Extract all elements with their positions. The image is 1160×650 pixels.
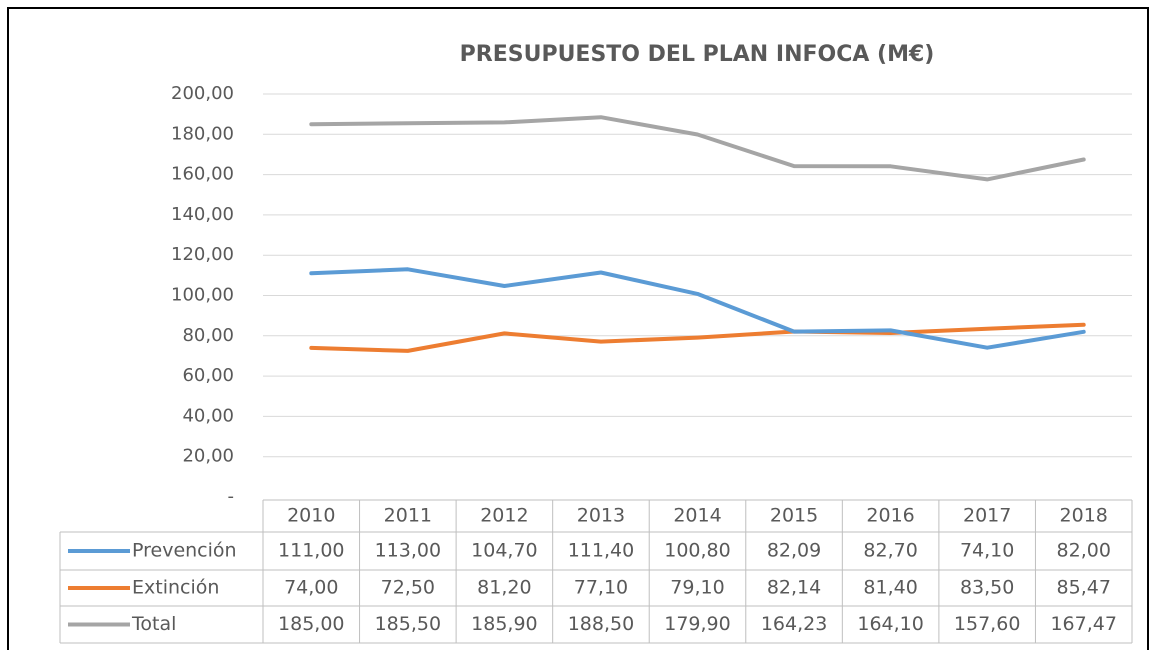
line-series [309,115,1086,182]
data-label: 167,47 [1050,613,1116,635]
y-tick-label: 40,00 [182,405,234,426]
chart-title: PRESUPUESTO DEL PLAN INFOCA (M€) [460,42,935,67]
data-label: 81,20 [477,577,531,599]
data-label: 81,40 [863,577,917,599]
data-label: 100,80 [664,540,730,562]
x-tick-label: 2010 [287,505,335,527]
y-tick-label: - [228,486,235,507]
frame [7,7,1149,650]
x-tick-label: 2013 [577,505,625,527]
data-label: 82,09 [767,540,821,562]
x-tick-label: 2018 [1060,505,1108,527]
y-tick-label: 20,00 [182,446,234,467]
y-tick-label: 200,00 [171,83,234,104]
data-label: 85,47 [1057,577,1111,599]
y-tick-label: 140,00 [171,204,234,225]
data-label: 83,50 [960,577,1014,599]
data-label: 74,00 [284,577,338,599]
x-tick-label: 2011 [384,505,432,527]
data-label: 82,14 [767,577,821,599]
data-label: 72,50 [381,577,435,599]
data-label: 179,90 [664,613,730,635]
y-tick-label: 100,00 [171,285,234,306]
data-label: 104,70 [471,540,537,562]
y-tick-label: 60,00 [182,365,234,386]
data-label: 111,00 [278,540,344,562]
data-label: 77,10 [574,577,628,599]
data-label: 82,70 [863,540,917,562]
legend-label: Prevención [132,540,237,562]
x-tick-label: 2017 [963,505,1011,527]
data-label: 74,10 [960,540,1014,562]
data-label: 164,23 [761,613,827,635]
y-tick-label: 160,00 [171,164,234,185]
legend-label: Total [131,613,176,635]
x-tick-label: 2012 [480,505,528,527]
legend-label: Extinción [132,577,219,599]
x-tick-label: 2016 [866,505,914,527]
line-series [309,322,1086,353]
y-tick-label: 120,00 [171,244,234,265]
data-label: 113,00 [375,540,441,562]
data-label: 185,00 [278,613,344,635]
data-label: 185,50 [375,613,441,635]
y-tick-label: 180,00 [171,123,234,144]
y-tick-label: 80,00 [182,325,234,346]
x-tick-label: 2014 [673,505,721,527]
data-label: 82,00 [1057,540,1111,562]
data-label: 185,90 [471,613,537,635]
x-tick-label: 2015 [770,505,818,527]
data-label: 111,40 [568,540,634,562]
data-label: 157,60 [954,613,1020,635]
data-label: 79,10 [670,577,724,599]
data-label: 164,10 [857,613,923,635]
line-series [309,267,1086,350]
data-label: 188,50 [568,613,634,635]
